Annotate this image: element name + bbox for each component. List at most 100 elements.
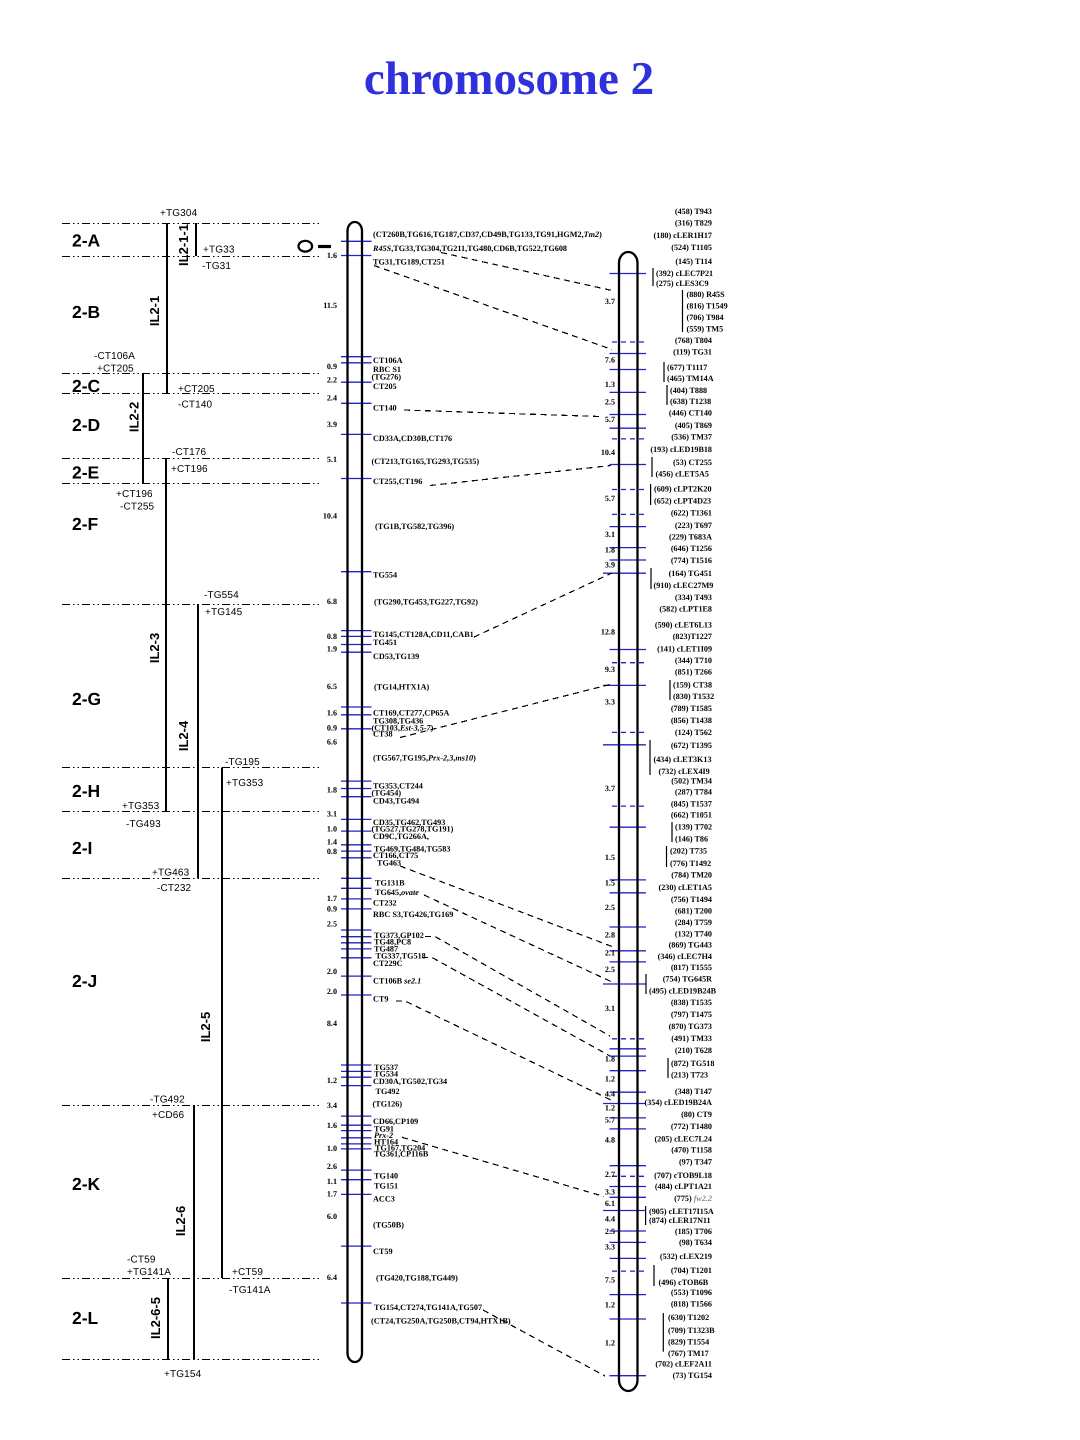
svg-text:-CT176: -CT176 xyxy=(172,447,207,458)
svg-text:2-C: 2-C xyxy=(72,376,101,396)
svg-text:(404) T888: (404) T888 xyxy=(670,386,707,395)
svg-text:(495) cLED19B24B: (495) cLED19B24B xyxy=(649,987,717,996)
svg-text:3.1: 3.1 xyxy=(605,530,615,539)
svg-text:0.9: 0.9 xyxy=(327,362,337,371)
svg-text:(609) cLPT2K20: (609) cLPT2K20 xyxy=(654,485,712,494)
svg-text:(709) T1323B: (709) T1323B xyxy=(668,1326,715,1335)
svg-text:TG91: TG91 xyxy=(374,1125,394,1134)
svg-text:(80) CT9: (80) CT9 xyxy=(681,1110,712,1119)
svg-text:TG463: TG463 xyxy=(377,859,401,868)
svg-text:(484) cLPT1A21: (484) cLPT1A21 xyxy=(655,1182,712,1191)
svg-text:(845) T1537: (845) T1537 xyxy=(671,799,712,808)
svg-text:+CT196: +CT196 xyxy=(116,489,153,500)
svg-text:IL2-1: IL2-1 xyxy=(147,296,162,326)
svg-text:CT106B se2.1: CT106B se2.1 xyxy=(373,976,421,985)
svg-text:(TG276): (TG276) xyxy=(372,372,402,381)
svg-text:+CT59: +CT59 xyxy=(232,1267,263,1278)
svg-text:(706) T984: (706) T984 xyxy=(687,313,724,322)
svg-text:3.4: 3.4 xyxy=(327,1101,337,1110)
svg-text:TG140: TG140 xyxy=(374,1171,398,1180)
svg-text:(TG454): (TG454) xyxy=(372,789,402,798)
svg-text:-TG141A: -TG141A xyxy=(229,1285,271,1296)
svg-text:(229) T683A: (229) T683A xyxy=(669,532,712,541)
svg-text:-CT106A: -CT106A xyxy=(94,351,135,362)
svg-text:2.7: 2.7 xyxy=(605,1170,615,1179)
svg-text:(132) T740: (132) T740 xyxy=(675,929,712,938)
svg-text:(784) TM20: (784) TM20 xyxy=(671,871,712,880)
svg-text:IL2-1-1: IL2-1-1 xyxy=(176,224,191,266)
svg-text:(672) T1395: (672) T1395 xyxy=(671,741,712,750)
svg-text:RBC S1: RBC S1 xyxy=(373,365,401,374)
svg-text:(524) T1105: (524) T1105 xyxy=(671,243,712,252)
svg-text:(880) R45S: (880) R45S xyxy=(687,290,726,299)
svg-text:-CT232: -CT232 xyxy=(157,883,192,894)
svg-text:1.3: 1.3 xyxy=(605,380,615,389)
svg-text:6.6: 6.6 xyxy=(327,737,337,746)
svg-text:(344) T710: (344) T710 xyxy=(675,656,712,665)
svg-text:1.4: 1.4 xyxy=(327,838,337,847)
svg-text:TG131B: TG131B xyxy=(375,879,405,888)
svg-text:(646) T1256: (646) T1256 xyxy=(671,544,712,553)
svg-text:(124) T562: (124) T562 xyxy=(675,728,712,737)
svg-text:CT255,CT196: CT255,CT196 xyxy=(373,477,422,486)
svg-text:6.4: 6.4 xyxy=(327,1273,337,1282)
svg-text:(TG50B): (TG50B) xyxy=(373,1221,404,1230)
svg-text:(193) cLED19B18: (193) cLED19B18 xyxy=(650,445,712,454)
svg-text:(TG420,TG188,TG449): (TG420,TG188,TG449) xyxy=(376,1274,458,1283)
svg-text:TG353,CT244: TG353,CT244 xyxy=(373,781,423,790)
svg-text:(346) cLEC7H4: (346) cLEC7H4 xyxy=(658,952,712,961)
svg-text:1.2: 1.2 xyxy=(605,1074,615,1083)
svg-text:(223) T697: (223) T697 xyxy=(675,521,712,530)
svg-text:(TG126): (TG126) xyxy=(373,1100,403,1109)
svg-text:4.4: 4.4 xyxy=(605,1089,615,1098)
svg-text:(797) T1475: (797) T1475 xyxy=(671,1010,712,1019)
svg-text:2-B: 2-B xyxy=(72,302,100,322)
svg-text:3.3: 3.3 xyxy=(605,1187,615,1196)
svg-text:5.7: 5.7 xyxy=(605,494,615,503)
svg-text:(829) T1554: (829) T1554 xyxy=(668,1337,709,1346)
svg-text:4.4: 4.4 xyxy=(605,1215,615,1224)
svg-text:+TG145: +TG145 xyxy=(205,607,243,618)
svg-text:2.5: 2.5 xyxy=(605,398,615,407)
svg-text:(774) T1516: (774) T1516 xyxy=(671,556,712,565)
svg-text:(707) cTOB9L18: (707) cTOB9L18 xyxy=(654,1171,712,1180)
svg-text:TG31,TG189,CT251: TG31,TG189,CT251 xyxy=(373,258,445,267)
svg-text:11.5: 11.5 xyxy=(323,301,337,310)
svg-text:(334) T493: (334) T493 xyxy=(675,593,712,602)
svg-text:(53) CT255: (53) CT255 xyxy=(673,458,712,467)
svg-text:(141) cLET1I09: (141) cLET1I09 xyxy=(657,645,712,654)
svg-text:2-E: 2-E xyxy=(72,463,99,483)
svg-text:1.6: 1.6 xyxy=(327,251,337,260)
svg-text:+CD66: +CD66 xyxy=(152,1110,184,1121)
svg-text:2.5: 2.5 xyxy=(605,903,615,912)
svg-text:(776) T1492: (776) T1492 xyxy=(670,859,711,868)
svg-text:TG554: TG554 xyxy=(373,571,397,580)
svg-text:IL2-6-5: IL2-6-5 xyxy=(148,1297,163,1339)
svg-text:(TG290,TG453,TG227,TG92): (TG290,TG453,TG227,TG92) xyxy=(374,598,478,607)
svg-text:CT169,CT277,CP65A: CT169,CT277,CP65A xyxy=(373,709,450,718)
svg-text:+TG154: +TG154 xyxy=(164,1369,202,1380)
svg-text:2-A: 2-A xyxy=(72,231,101,251)
svg-text:1.2: 1.2 xyxy=(327,1076,337,1085)
svg-text:TG361,CP116B: TG361,CP116B xyxy=(374,1150,429,1159)
svg-text:TG534: TG534 xyxy=(374,1070,398,1079)
svg-text:1.2: 1.2 xyxy=(605,1339,615,1348)
svg-text:CT232: CT232 xyxy=(373,899,397,908)
svg-text:(159) CT38: (159) CT38 xyxy=(673,681,712,690)
svg-text:+TG463: +TG463 xyxy=(152,868,190,879)
svg-text:(823)T1227: (823)T1227 xyxy=(673,632,712,641)
svg-text:12.8: 12.8 xyxy=(601,627,615,636)
svg-text:-TG31: -TG31 xyxy=(202,261,231,272)
svg-text:(210) T628: (210) T628 xyxy=(675,1046,712,1055)
svg-text:1.8: 1.8 xyxy=(605,1054,615,1063)
svg-text:6.5: 6.5 xyxy=(327,682,337,691)
svg-text:1.7: 1.7 xyxy=(327,1190,337,1199)
svg-text:2.5: 2.5 xyxy=(327,920,337,929)
svg-text:1.0: 1.0 xyxy=(327,825,337,834)
svg-text:IL2-2: IL2-2 xyxy=(127,402,142,432)
svg-text:(458) T943: (458) T943 xyxy=(675,207,712,216)
svg-text:CD33A,CD30B,CT176: CD33A,CD30B,CT176 xyxy=(373,434,452,443)
svg-text:6.0: 6.0 xyxy=(327,1212,337,1221)
svg-text:(392) cLEC7P21: (392) cLEC7P21 xyxy=(656,269,713,278)
svg-text:(702) cLEF2A11: (702) cLEF2A11 xyxy=(655,1360,712,1369)
